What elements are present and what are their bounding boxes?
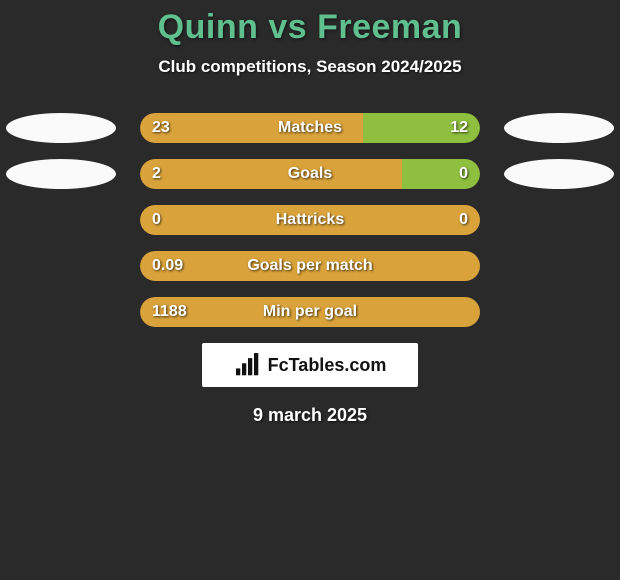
- logo-text: FcTables.com: [268, 355, 387, 376]
- stat-row: 0Hattricks0: [0, 205, 620, 235]
- category-label: Goals per match: [140, 251, 480, 281]
- value-right: 0: [459, 205, 468, 235]
- category-label: Goals: [140, 159, 480, 189]
- player-disc-left: [6, 159, 116, 189]
- page-title: Quinn vs Freeman: [0, 0, 620, 47]
- player-disc-right: [504, 113, 614, 143]
- stat-row: 2Goals0: [0, 159, 620, 189]
- player-disc-left: [6, 113, 116, 143]
- date-label: 9 march 2025: [0, 405, 620, 426]
- value-right: 12: [450, 113, 468, 143]
- subtitle: Club competitions, Season 2024/2025: [0, 57, 620, 77]
- stats-block: 23Matches122Goals00Hattricks00.09Goals p…: [0, 113, 620, 327]
- bars-icon: [234, 353, 262, 377]
- comparison-widget: Quinn vs Freeman Club competitions, Seas…: [0, 0, 620, 580]
- logo-box[interactable]: FcTables.com: [202, 343, 418, 387]
- stat-row: 0.09Goals per match: [0, 251, 620, 281]
- stat-row: 1188Min per goal: [0, 297, 620, 327]
- category-label: Hattricks: [140, 205, 480, 235]
- category-label: Matches: [140, 113, 480, 143]
- value-right: 0: [459, 159, 468, 189]
- player-disc-right: [504, 159, 614, 189]
- category-label: Min per goal: [140, 297, 480, 327]
- stat-row: 23Matches12: [0, 113, 620, 143]
